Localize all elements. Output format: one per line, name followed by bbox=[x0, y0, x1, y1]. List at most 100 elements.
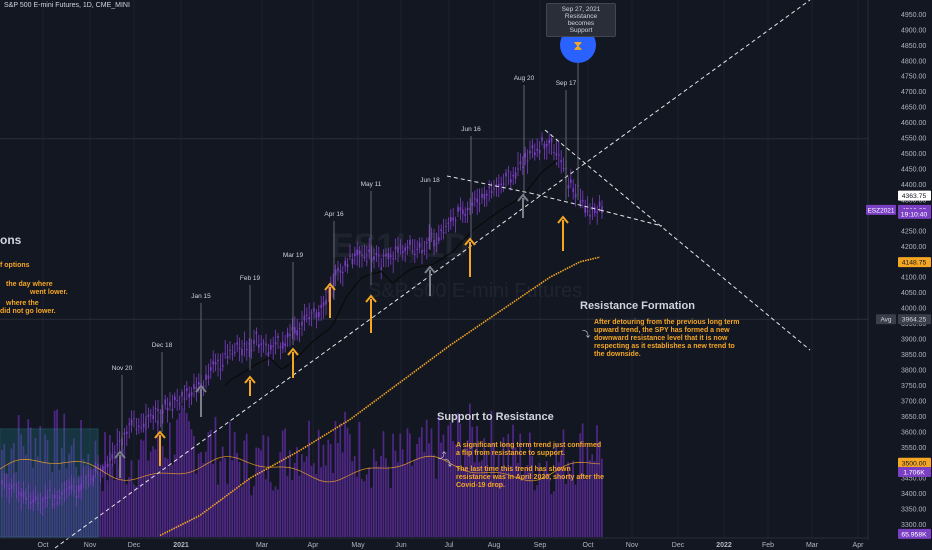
volume-bar bbox=[344, 411, 346, 537]
candle-body bbox=[546, 143, 548, 147]
volume-bar bbox=[521, 480, 524, 537]
y-tick-31: 3400.00 bbox=[901, 491, 926, 498]
volume-bar bbox=[481, 460, 483, 537]
x-tick-5: Apr bbox=[308, 542, 320, 549]
candle-body bbox=[162, 410, 164, 414]
volume-bar bbox=[596, 425, 598, 537]
annotation-label-0: Nov 20 bbox=[112, 365, 133, 372]
candle-body bbox=[265, 343, 267, 346]
candle-body bbox=[80, 483, 82, 491]
candle-body bbox=[202, 385, 205, 387]
candle-body bbox=[138, 425, 140, 427]
support-pointer-icon-2: ⤵ bbox=[444, 459, 452, 468]
candle-body bbox=[471, 202, 474, 206]
candle-body bbox=[536, 148, 538, 151]
candle-body bbox=[363, 256, 366, 258]
candle-body bbox=[474, 198, 476, 200]
volume-bar bbox=[447, 425, 450, 537]
volume-bar bbox=[389, 487, 392, 537]
volume-bar bbox=[147, 460, 150, 537]
volume-bar bbox=[562, 429, 565, 537]
left-note-2: the day where bbox=[6, 281, 53, 288]
candle-body bbox=[541, 137, 543, 141]
candle-body bbox=[97, 463, 99, 470]
volume-bar bbox=[406, 428, 409, 537]
candle-body bbox=[411, 250, 414, 252]
candle-body bbox=[145, 416, 147, 418]
candle-body bbox=[109, 458, 111, 461]
candle-body bbox=[349, 255, 351, 257]
y-tick-4: 4750.00 bbox=[901, 74, 926, 81]
candle-body bbox=[303, 315, 306, 321]
volume-bar bbox=[17, 415, 20, 537]
volume-bar bbox=[353, 456, 356, 537]
candle-body bbox=[20, 493, 22, 496]
volume-bar bbox=[135, 486, 138, 537]
support-arrow-2-head bbox=[287, 347, 299, 356]
price-badge-3 bbox=[898, 257, 931, 268]
candle-body bbox=[246, 348, 248, 350]
volume-bar bbox=[226, 483, 229, 537]
volume-bar bbox=[404, 464, 406, 537]
candle-body bbox=[3, 484, 6, 486]
volume-bar bbox=[178, 412, 181, 537]
candle-body bbox=[224, 353, 226, 355]
candle-body bbox=[476, 198, 478, 203]
candle-body bbox=[404, 247, 406, 252]
candle-body bbox=[186, 388, 188, 392]
volume-ma-line bbox=[0, 455, 601, 483]
volume-bar bbox=[269, 482, 272, 537]
y-tick-28: 3550.00 bbox=[901, 445, 926, 452]
candle-body bbox=[116, 444, 118, 446]
volume-bar bbox=[555, 443, 558, 537]
volume-bar bbox=[332, 472, 334, 537]
candle-body bbox=[442, 231, 445, 233]
y-tick-12: 4350.00 bbox=[901, 197, 926, 204]
candle-body bbox=[519, 161, 522, 164]
sep27-callout-line2: Resistance becomes bbox=[564, 13, 598, 27]
volume-bar bbox=[154, 449, 157, 537]
candle-body bbox=[260, 343, 262, 345]
volume-bar bbox=[214, 416, 217, 537]
annotation-label-9: Aug 20 bbox=[514, 75, 535, 82]
x-tick-10: Sep bbox=[534, 542, 547, 549]
support-arrow-5-head bbox=[464, 237, 476, 246]
support-pointer-icon: ⤴ bbox=[438, 451, 446, 460]
volume-bar bbox=[469, 403, 471, 537]
candle-body bbox=[231, 353, 234, 355]
candle-body bbox=[106, 463, 109, 467]
candle-body bbox=[210, 367, 212, 371]
candle-body bbox=[51, 503, 54, 506]
volume-bar bbox=[409, 433, 411, 537]
candle-body bbox=[423, 249, 426, 251]
candle-body bbox=[469, 208, 471, 210]
candle-body bbox=[416, 248, 418, 250]
support-arrow-0-head bbox=[154, 430, 166, 439]
volume-bar bbox=[219, 461, 222, 537]
volume-bar bbox=[221, 446, 224, 537]
candle-body bbox=[78, 485, 80, 492]
candle-body bbox=[354, 253, 356, 257]
candle-body bbox=[68, 486, 70, 489]
candle-body bbox=[82, 480, 85, 482]
volume-bar bbox=[236, 452, 238, 537]
candle-body bbox=[63, 490, 66, 493]
support-arrow-1-head bbox=[244, 375, 256, 384]
candle-body bbox=[142, 423, 145, 428]
volume-bar bbox=[488, 475, 490, 537]
volume-bar bbox=[315, 473, 318, 537]
candle-body bbox=[512, 174, 514, 177]
avg-tag-text: Avg bbox=[880, 317, 891, 324]
candle-body bbox=[46, 497, 49, 499]
candle-body bbox=[154, 407, 157, 410]
candle-body bbox=[421, 249, 423, 254]
candle-body bbox=[114, 451, 116, 454]
candle-body bbox=[344, 260, 346, 266]
volume-bar bbox=[351, 461, 354, 537]
volume-bar bbox=[181, 405, 183, 537]
candle-body bbox=[582, 200, 584, 202]
volume-bar bbox=[140, 439, 142, 537]
support-arrow-3-head bbox=[324, 282, 336, 291]
x-tick-11: Oct bbox=[583, 542, 594, 549]
